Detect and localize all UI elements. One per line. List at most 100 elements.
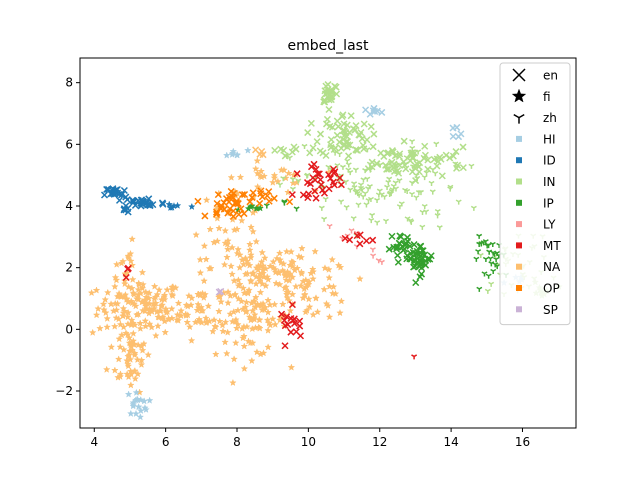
data-point bbox=[266, 321, 275, 329]
data-point bbox=[459, 164, 467, 172]
data-point bbox=[367, 123, 375, 131]
data-point bbox=[115, 196, 124, 204]
data-point bbox=[404, 216, 411, 222]
data-point bbox=[301, 308, 310, 316]
data-point bbox=[247, 299, 256, 307]
data-point bbox=[398, 201, 405, 207]
data-point bbox=[309, 310, 318, 319]
data-point bbox=[123, 330, 132, 339]
data-point bbox=[249, 189, 257, 197]
data-point bbox=[288, 148, 296, 156]
data-point bbox=[127, 316, 136, 324]
data-point bbox=[280, 176, 287, 182]
data-point bbox=[421, 174, 428, 181]
data-point bbox=[245, 313, 254, 321]
data-point bbox=[119, 345, 128, 353]
data-point bbox=[459, 143, 467, 151]
data-point bbox=[246, 246, 254, 254]
data-point bbox=[339, 164, 346, 170]
data-point bbox=[400, 137, 408, 145]
data-point bbox=[280, 267, 288, 276]
data-point bbox=[157, 306, 165, 315]
data-point bbox=[297, 281, 305, 290]
data-point bbox=[374, 220, 381, 226]
data-point bbox=[347, 170, 354, 176]
data-point bbox=[328, 255, 337, 263]
data-point bbox=[314, 170, 322, 178]
data-point bbox=[128, 261, 137, 269]
data-point bbox=[141, 403, 149, 412]
data-point bbox=[289, 177, 296, 183]
data-point bbox=[367, 196, 374, 203]
data-point bbox=[123, 196, 131, 204]
data-point bbox=[333, 90, 341, 98]
data-point bbox=[275, 249, 284, 257]
data-point bbox=[233, 249, 242, 257]
data-point bbox=[282, 174, 290, 182]
data-point bbox=[238, 256, 247, 264]
data-point bbox=[100, 305, 108, 314]
data-point bbox=[168, 285, 177, 293]
data-point bbox=[161, 328, 170, 336]
data-point bbox=[284, 169, 293, 177]
data-point bbox=[299, 294, 307, 302]
data-point bbox=[408, 191, 415, 197]
data-point bbox=[218, 321, 227, 329]
data-point bbox=[230, 355, 238, 363]
data-point bbox=[442, 151, 450, 159]
data-point bbox=[187, 336, 196, 344]
data-point bbox=[240, 210, 248, 218]
data-point bbox=[257, 190, 265, 198]
data-point bbox=[173, 310, 182, 319]
data-point bbox=[124, 298, 132, 306]
data-point bbox=[167, 304, 176, 313]
legend-label-fi: fi bbox=[543, 90, 551, 104]
data-point bbox=[243, 322, 251, 331]
data-point bbox=[210, 316, 218, 324]
data-point bbox=[360, 120, 368, 128]
data-point bbox=[233, 197, 241, 205]
data-point bbox=[336, 151, 343, 157]
data-point bbox=[134, 310, 143, 318]
data-point bbox=[251, 303, 259, 311]
data-point bbox=[240, 289, 249, 297]
data-point bbox=[289, 316, 297, 324]
data-point bbox=[219, 327, 227, 335]
data-point bbox=[287, 257, 296, 266]
data-point bbox=[333, 117, 341, 125]
data-point bbox=[196, 268, 205, 277]
data-point bbox=[265, 197, 273, 205]
x-tick-label: 12 bbox=[372, 435, 387, 449]
data-point bbox=[110, 190, 118, 198]
data-point bbox=[200, 276, 208, 285]
data-point bbox=[370, 104, 378, 112]
data-point bbox=[240, 332, 248, 340]
data-point bbox=[432, 171, 439, 177]
data-point bbox=[227, 173, 236, 181]
data-point bbox=[174, 316, 183, 324]
data-point bbox=[374, 197, 381, 204]
data-point bbox=[96, 324, 104, 332]
data-point bbox=[138, 346, 147, 354]
data-point bbox=[128, 235, 136, 243]
data-point bbox=[375, 192, 382, 198]
data-point bbox=[322, 196, 329, 202]
data-point bbox=[377, 149, 385, 157]
data-point bbox=[251, 164, 260, 173]
data-point bbox=[259, 261, 267, 270]
data-point bbox=[295, 178, 302, 184]
data-point bbox=[118, 331, 126, 339]
data-point bbox=[212, 210, 221, 218]
data-point bbox=[311, 187, 319, 195]
data-point bbox=[237, 216, 246, 224]
data-point bbox=[271, 268, 280, 276]
data-point bbox=[403, 233, 411, 241]
data-point bbox=[114, 373, 122, 381]
data-point bbox=[130, 321, 139, 329]
data-point bbox=[321, 98, 329, 106]
y-axis: −2 0 2 4 6 8 bbox=[55, 76, 80, 398]
data-point bbox=[103, 314, 112, 322]
data-point bbox=[401, 245, 409, 253]
